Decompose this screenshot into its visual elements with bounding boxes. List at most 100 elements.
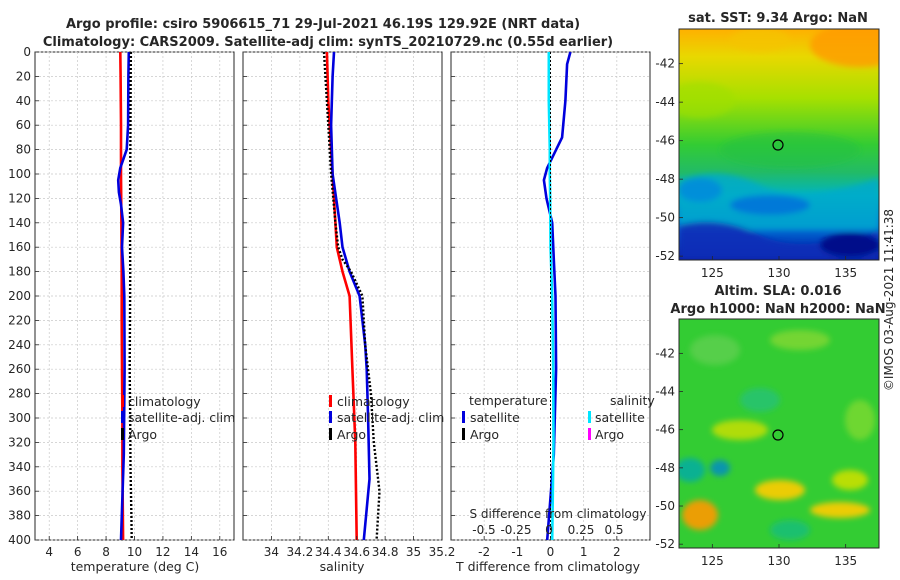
legend-heading-salinity: salinity (610, 393, 655, 408)
depth-tick-label: 340 (8, 460, 31, 474)
map-y-tick-label: -46 (655, 423, 675, 437)
difference-legend: temperature salinity satellite Argo sate… (462, 393, 655, 442)
legend-label-argo: Argo (128, 427, 157, 442)
x-tick-label: 34.4 (315, 545, 342, 559)
sst-map-panel: sat. SST: 9.34 Argo: NaN 125 130 135 -42 -44… (655, 11, 880, 280)
s-tick-label: 0 (545, 523, 553, 537)
temperature-panel: 4 6 8 10 12 14 16 temperature (deg C) climatol… (34, 51, 235, 574)
legend-label-climatology: climatology (337, 394, 410, 409)
depth-tick-label: 260 (8, 362, 31, 376)
map-x-tick-label: 125 (701, 266, 724, 280)
x-tick-label: 35.2 (429, 545, 456, 559)
depth-tick-label: 220 (8, 313, 31, 327)
temperature-ticks: 4 6 8 10 12 14 16 (35, 51, 227, 559)
map-y-tick-label: -48 (655, 172, 675, 186)
legend-label-satellite-adj: satellite-adj. clim (337, 410, 444, 425)
temperature-xlabel: temperature (deg C) (71, 559, 200, 574)
s-difference-axis-label: S difference from climatology (470, 507, 647, 521)
salinity-legend: climatology satellite-adj. clim Argo (329, 394, 444, 442)
depth-tick-label: 0 (23, 45, 31, 59)
map-y-tick-label: -42 (655, 346, 675, 360)
legend-swatch-climatology (121, 395, 124, 407)
legend-label-climatology: climatology (128, 394, 201, 409)
x-tick-label: 35 (406, 545, 421, 559)
map-y-tick-label: -44 (655, 385, 675, 399)
depth-tick-label: 400 (8, 533, 31, 547)
depth-tick-label: 200 (8, 289, 31, 303)
map-x-tick-label: 125 (701, 554, 724, 568)
figure-title-line-2: Climatology: CARS2009. Satellite-adj cli… (43, 35, 613, 50)
depth-tick-label: 120 (8, 191, 31, 205)
sla-map-image (679, 319, 879, 548)
series-climatology (325, 51, 358, 541)
map-y-tick-label: -46 (655, 134, 675, 148)
x-tick-label: -1 (511, 545, 523, 559)
legend-label-t-argo: Argo (470, 427, 499, 442)
depth-axis-ticks: 0 20 40 60 80 100 120 140 160 180 200 220 240 260 280 3… (8, 45, 31, 547)
sla-map-panel: Altim. SLA: 0.016 Argo h1000: NaN h2000:… (655, 284, 885, 568)
legend-swatch-t-argo (462, 428, 465, 440)
sla-map-ticks: 125 130 135 -42 -44 -46 -48 -50 -52 (655, 346, 857, 568)
x-tick-label: -2 (478, 545, 490, 559)
map-y-tick-label: -50 (655, 499, 675, 513)
s-tick-label: -0.5 (472, 523, 495, 537)
depth-tick-label: 20 (16, 69, 31, 83)
depth-tick-label: 60 (16, 118, 31, 132)
salinity-grid (243, 51, 442, 541)
x-tick-label: 4 (45, 545, 53, 559)
difference-xlabel: T difference from climatology (455, 559, 641, 574)
depth-tick-label: 180 (8, 265, 31, 279)
legend-label-s-satellite: satellite (595, 410, 645, 425)
sst-map-title: sat. SST: 9.34 Argo: NaN (688, 11, 868, 26)
salinity-ticks: 34 34.2 34.4 34.6 34.8 35 35.2 (243, 51, 456, 559)
legend-label-argo: Argo (337, 427, 366, 442)
map-y-tick-label: -44 (655, 95, 675, 109)
s-difference-ticks: -0.5 -0.25 0 0.25 0.5 (472, 523, 623, 537)
map-x-tick-label: 135 (834, 266, 857, 280)
x-tick-label: 14 (184, 545, 199, 559)
series-argo (322, 51, 381, 541)
map-x-tick-label: 130 (768, 266, 791, 280)
depth-tick-label: 280 (8, 387, 31, 401)
legend-label-t-satellite: satellite (470, 410, 520, 425)
temperature-grid (35, 51, 234, 541)
sst-map-image (679, 29, 879, 260)
depth-tick-label: 300 (8, 411, 31, 425)
depth-tick-label: 140 (8, 216, 31, 230)
x-tick-label: 10 (127, 545, 142, 559)
depth-tick-label: 100 (8, 167, 31, 181)
legend-swatch-satellite-adj (329, 411, 332, 423)
series-salinity-satellite (547, 52, 555, 541)
depth-tick-label: 80 (16, 143, 31, 157)
x-tick-label: 16 (212, 545, 227, 559)
sla-map-title-line-2: Argo h1000: NaN h2000: NaN (670, 302, 885, 317)
map-x-tick-label: 135 (834, 554, 857, 568)
x-tick-label: 0 (547, 545, 555, 559)
legend-label-satellite-adj: satellite-adj. clim (128, 410, 235, 425)
legend-swatch-climatology (329, 395, 332, 407)
difference-panel: -2 -1 0 1 2 T difference from climatology S … (450, 51, 655, 574)
figure-title-line-1: Argo profile: csiro 5906615_71 29-Jul-20… (66, 17, 580, 32)
imos-watermark: ©IMOS 03-Aug-2021 11:41:38 (882, 209, 896, 391)
x-tick-label: 34.2 (286, 545, 313, 559)
sst-map-ticks: 125 130 135 -42 -44 -46 -48 -50 -52 (655, 57, 857, 280)
x-tick-label: 8 (102, 545, 110, 559)
x-tick-label: 6 (74, 545, 82, 559)
depth-tick-label: 380 (8, 509, 31, 523)
x-tick-label: 34 (264, 545, 279, 559)
legend-heading-temperature: temperature (469, 393, 548, 408)
legend-swatch-argo (121, 428, 124, 440)
series-temperature-satellite (542, 51, 572, 541)
s-tick-label: 0.25 (568, 523, 595, 537)
map-x-tick-label: 130 (768, 554, 791, 568)
legend-swatch-argo (329, 428, 332, 440)
salinity-lines (322, 51, 381, 541)
legend-label-s-argo: Argo (595, 427, 624, 442)
series-argo (128, 51, 133, 541)
x-tick-label: 1 (580, 545, 588, 559)
map-y-tick-label: -48 (655, 461, 675, 475)
legend-swatch-s-satellite (588, 411, 591, 423)
sst-argo-location-marker (772, 139, 784, 151)
sla-argo-location-marker (772, 429, 784, 441)
